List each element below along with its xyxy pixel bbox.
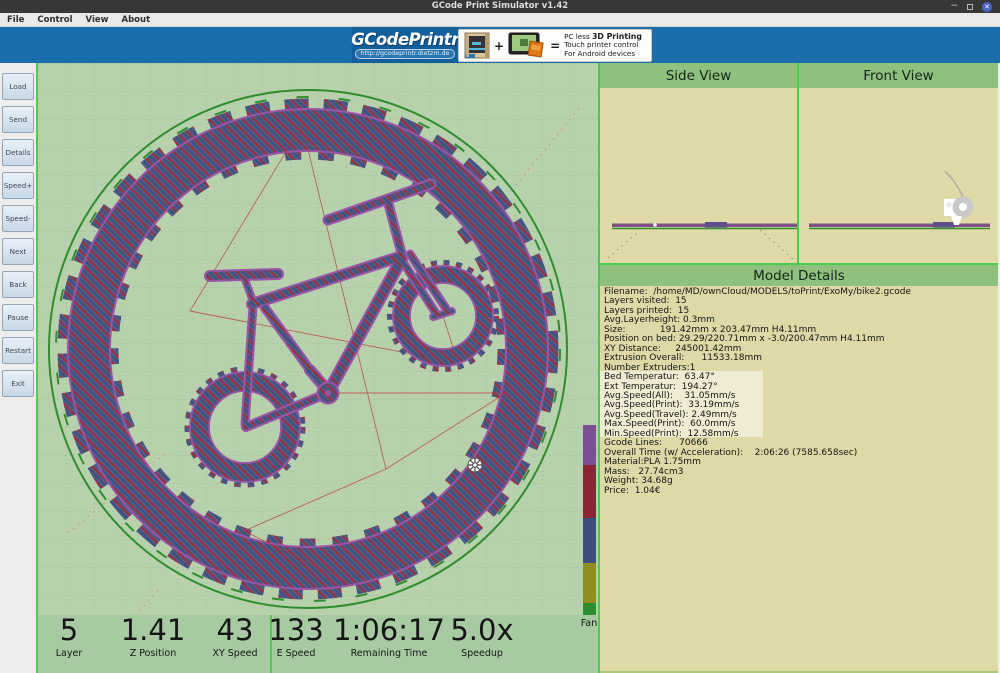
status-xy-speed: 43 XY Speed — [212, 613, 258, 659]
status-bar: 5 Layer 1.41 Z Position 43 XY Speed 133 … — [38, 615, 598, 673]
detail-line: Avg.Speed(Print): 33.19mm/s — [604, 400, 740, 411]
layer-color-crimson — [583, 465, 596, 518]
side-view-header: Side View — [600, 63, 797, 88]
detail-line: Avg.Layerheight: 0.3mm — [604, 315, 715, 326]
logo-title: GCodePrintr — [351, 30, 459, 49]
layer-color-purple — [583, 425, 596, 465]
close-icon[interactable]: ✕ — [982, 1, 992, 12]
detail-line: Weight: 34.68g — [604, 476, 673, 487]
crosshair-cursor-icon — [467, 457, 483, 473]
status-divider — [270, 615, 272, 673]
detail-line: Material:PLA 1.75mm — [604, 457, 701, 468]
window-title: GCode Print Simulator v1.42 — [431, 1, 569, 11]
minimize-icon[interactable]: − — [950, 1, 958, 11]
model-details-body: Filename: /home/MD/ownCloud/MODELS/toPri… — [600, 286, 998, 671]
toolbar: Load Send Details Speed+ Speed- Next Bac… — [0, 63, 36, 673]
ad-text: PC less 3D Printing Touch printer contro… — [564, 31, 642, 58]
menu-control[interactable]: Control — [37, 14, 73, 25]
window-controls: − ✕ — [950, 0, 992, 13]
menu-about[interactable]: About — [121, 14, 151, 25]
send-button[interactable]: Send — [2, 106, 34, 133]
detail-line: Overall Time (w/ Acceleration): 2:06:26 … — [604, 447, 858, 458]
detail-line: Bed Temperatur: 63.47° — [604, 372, 715, 383]
detail-line: Ext Temperatur: 194.27° — [604, 381, 718, 392]
detail-line: Min.Speed(Print): 12.58mm/s — [604, 428, 739, 439]
view-divider — [797, 63, 799, 88]
speed-minus-button[interactable]: Speed- — [2, 205, 34, 232]
detail-line: Avg.Speed(Travel): 2.49mm/s — [604, 409, 737, 420]
back-button[interactable]: Back — [2, 271, 34, 298]
layer-color-navy — [583, 518, 596, 563]
detail-line: Number Extruders:1 — [604, 362, 696, 373]
logo-url[interactable]: http://gcodeprintr.dietzm.de — [354, 49, 456, 59]
detail-line: XY Distance: 245001.42mm — [604, 343, 742, 354]
equals-icon: = — [550, 38, 561, 53]
front-view-header: Front View — [799, 63, 998, 88]
speed-highlight-box — [600, 371, 763, 437]
pause-button[interactable]: Pause — [2, 304, 34, 331]
side-front-views — [600, 88, 998, 263]
layer-color-green — [583, 603, 596, 616]
model-details-header: Model Details — [600, 263, 998, 286]
exit-button[interactable]: Exit — [2, 370, 34, 397]
speed-plus-button[interactable]: Speed+ — [2, 172, 34, 199]
tablet-photo-icon — [508, 32, 544, 58]
detail-line: Price: 1.04€ — [604, 485, 661, 496]
logo: GCodePrintr http://gcodeprintr.dietzm.de — [351, 27, 459, 63]
plus-icon: + — [494, 38, 505, 53]
details-button[interactable]: Details — [2, 139, 34, 166]
menu-file[interactable]: File — [7, 14, 25, 25]
bicycle-model — [184, 178, 499, 488]
detail-line: Avg.Speed(All): 31.05mm/s — [604, 390, 736, 401]
status-e-speed: 133 E Speed — [268, 613, 324, 659]
load-button[interactable]: Load — [2, 73, 34, 100]
printer-photo-icon — [464, 32, 490, 58]
detail-line: Max.Speed(Print): 60.0mm/s — [604, 419, 736, 430]
status-z-position: 1.41 Z Position — [120, 613, 186, 659]
ad-banner[interactable]: + = PC less 3D Printing Touch printer co… — [458, 29, 652, 62]
side-front-divider — [797, 88, 799, 263]
status-fan: Fan — [580, 618, 598, 629]
layer-color-strip — [583, 425, 596, 616]
detail-line: Mass: 27.74cm3 — [604, 466, 684, 477]
gcode-top-view — [38, 63, 598, 673]
menubar: File Control View About — [0, 13, 1000, 27]
status-remaining-time: 1:06:17 Remaining Time — [333, 613, 445, 659]
status-speedup: 5.0x Speedup — [450, 613, 514, 659]
titlebar: GCode Print Simulator v1.42 − ✕ — [0, 0, 1000, 13]
right-panel: Side View Front View — [600, 63, 998, 673]
print-preview-canvas[interactable]: 5 Layer 1.41 Z Position 43 XY Speed 133 … — [36, 63, 600, 673]
detail-line: Extrusion Overall: 11533.18mm — [604, 353, 763, 364]
restart-button[interactable]: Restart — [2, 337, 34, 364]
detail-line: Size: 191.42mm x 203.47mm H4.11mm — [604, 324, 817, 335]
app-header: GCodePrintr http://gcodeprintr.dietzm.de… — [0, 27, 1000, 63]
detail-line: Position on bed: 29.29/220.71mm x -3.0/2… — [604, 334, 885, 345]
detail-line: Layers printed: 15 — [604, 305, 690, 316]
restore-icon[interactable] — [967, 3, 973, 10]
next-button[interactable]: Next — [2, 238, 34, 265]
status-layer: 5 Layer — [55, 613, 83, 659]
detail-line: Layers visited: 15 — [604, 296, 687, 307]
skirt-outline — [48, 89, 568, 609]
extruder-icon — [944, 170, 974, 225]
detail-line: Gcode Lines: 70666 — [604, 438, 708, 449]
side-front-view-drawing — [607, 170, 990, 261]
menu-view[interactable]: View — [85, 14, 109, 25]
detail-filename: Filename: /home/MD/ownCloud/MODELS/toPri… — [604, 287, 911, 297]
layer-color-olive — [583, 563, 596, 603]
